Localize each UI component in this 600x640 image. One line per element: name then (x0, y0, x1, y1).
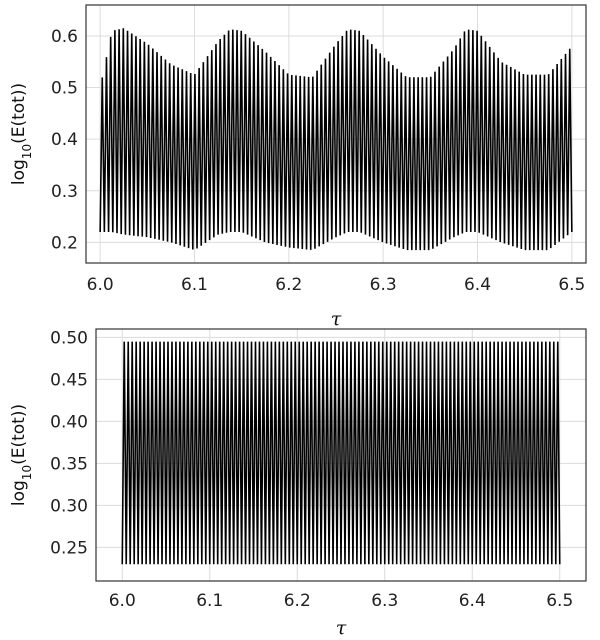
x-tick-label: 6.3 (371, 591, 398, 611)
y-axis-label: log10(E(tot)) (9, 83, 34, 185)
x-tick-label: 6.5 (546, 591, 573, 611)
y-tick-label: 0.30 (50, 496, 88, 516)
x-tick-label: 6.1 (181, 275, 208, 295)
x-axis-label: τ (331, 308, 342, 330)
y-tick-label: 0.35 (50, 454, 88, 474)
y-tick-label: 0.2 (51, 233, 78, 253)
y-axis-label-rest: (E(tot)) (9, 404, 29, 465)
y-tick-label: 0.3 (51, 182, 78, 202)
y-axis-label-main: log (9, 159, 29, 185)
x-tick-label: 6.4 (459, 591, 486, 611)
y-tick-label: 0.5 (51, 79, 78, 99)
x-tick-label: 6.1 (196, 591, 223, 611)
chart-top: 6.0 6.1 6.2 6.3 6.4 6.5 0.2 0.3 0.4 0.5 0.6 τ log10(… (9, 4, 587, 330)
x-tick-label: 6.2 (275, 275, 302, 295)
y-axis-label-sub: 10 (20, 144, 34, 159)
x-tick-label: 6.4 (464, 275, 491, 295)
y-axis-label-main: log (9, 480, 29, 506)
y-tick-label: 0.50 (50, 328, 88, 348)
x-tick-label: 6.0 (87, 275, 114, 295)
y-axis-label-sub: 10 (20, 465, 34, 480)
x-tick-label: 6.0 (109, 591, 136, 611)
y-tick-label: 0.45 (50, 370, 88, 390)
x-tick-label: 6.3 (370, 275, 397, 295)
y-axis-label-rest: (E(tot)) (9, 83, 29, 144)
y-tick-label: 0.25 (50, 538, 88, 558)
y-tick-label: 0.6 (51, 27, 78, 47)
plot-frame (85, 4, 587, 264)
y-tick-label: 0.4 (51, 130, 78, 150)
chart-bottom: 6.0 6.1 6.2 6.3 6.4 6.5 0.25 0.30 0.35 0.40 0.45 0.… (9, 328, 587, 639)
y-axis-label: log10(E(tot)) (9, 404, 34, 506)
y-tick-label: 0.40 (50, 412, 88, 432)
series-line (99, 28, 573, 251)
x-tick-label: 6.5 (558, 275, 585, 295)
x-tick-label: 6.2 (284, 591, 311, 611)
x-axis-label: τ (336, 617, 347, 639)
plot-frame (95, 328, 587, 582)
series-line (121, 341, 561, 565)
